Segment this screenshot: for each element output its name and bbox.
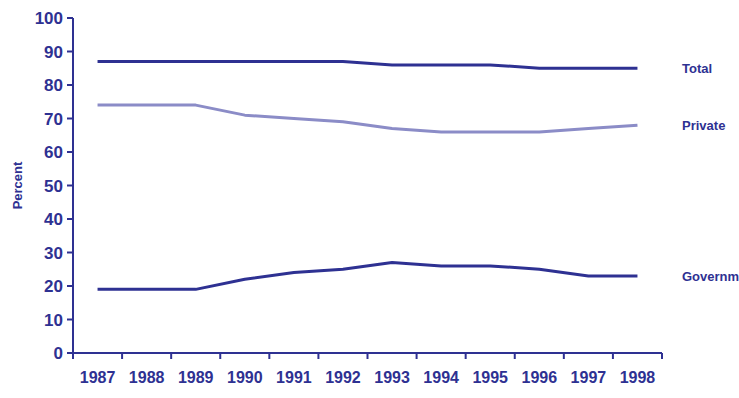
x-tick-label: 1988 (129, 369, 165, 386)
x-band-tick (661, 353, 663, 359)
y-tick (67, 285, 73, 287)
y-tick-label: 60 (44, 143, 63, 162)
y-tick-label: 90 (44, 43, 63, 62)
x-tick-label: 1987 (80, 369, 116, 386)
series-line (98, 263, 638, 290)
y-tick-label: 40 (44, 210, 63, 229)
y-tick-label: 20 (44, 277, 63, 296)
x-tick-label: 1993 (374, 369, 410, 386)
x-band-tick (563, 353, 565, 359)
x-band-tick (465, 353, 467, 359)
y-tick (67, 319, 73, 321)
chart: 0 10 20 30 40 50 60 70 80 90 100 1987 1988 1989 1990 19… (0, 0, 739, 398)
y-tick-label: 70 (44, 110, 63, 129)
y-tick (67, 185, 73, 187)
x-tick-label: 1998 (620, 369, 656, 386)
y-tick (67, 118, 73, 120)
y-tick-label: 10 (44, 311, 63, 330)
x-band-tick (72, 353, 74, 359)
y-tick (67, 218, 73, 220)
y-axis-label: Percent (10, 161, 25, 209)
x-band-tick (170, 353, 172, 359)
y-tick-label: 0 (54, 344, 63, 363)
x-band-tick (317, 353, 319, 359)
series-line (98, 105, 638, 132)
series-label: Government (682, 269, 739, 284)
x-tick-label: 1994 (423, 369, 459, 386)
y-tick-label: 50 (44, 177, 63, 196)
series-label: Total (682, 61, 712, 76)
y-tick-label: 100 (35, 9, 63, 28)
x-tick-label: 1989 (178, 369, 214, 386)
x-band-tick (416, 353, 418, 359)
y-tick-label: 30 (44, 244, 63, 263)
x-tick-label: 1997 (571, 369, 607, 386)
x-band-tick (514, 353, 516, 359)
y-tick (67, 252, 73, 254)
x-tick-label: 1996 (521, 369, 557, 386)
x-band-tick (121, 353, 123, 359)
y-tick (67, 17, 73, 19)
y-tick (67, 84, 73, 86)
x-tick-label: 1991 (276, 369, 312, 386)
x-tick-label: 1990 (227, 369, 263, 386)
x-band-tick (268, 353, 270, 359)
y-tick (67, 151, 73, 153)
series-line (98, 62, 638, 69)
x-tick-label: 1995 (472, 369, 508, 386)
series-label: Private (682, 118, 725, 133)
x-band-tick (612, 353, 614, 359)
x-band-tick (367, 353, 369, 359)
x-band-tick (219, 353, 221, 359)
plot-area (98, 62, 638, 290)
y-tick-label: 80 (44, 76, 63, 95)
y-tick (67, 51, 73, 53)
x-tick-label: 1992 (325, 369, 361, 386)
